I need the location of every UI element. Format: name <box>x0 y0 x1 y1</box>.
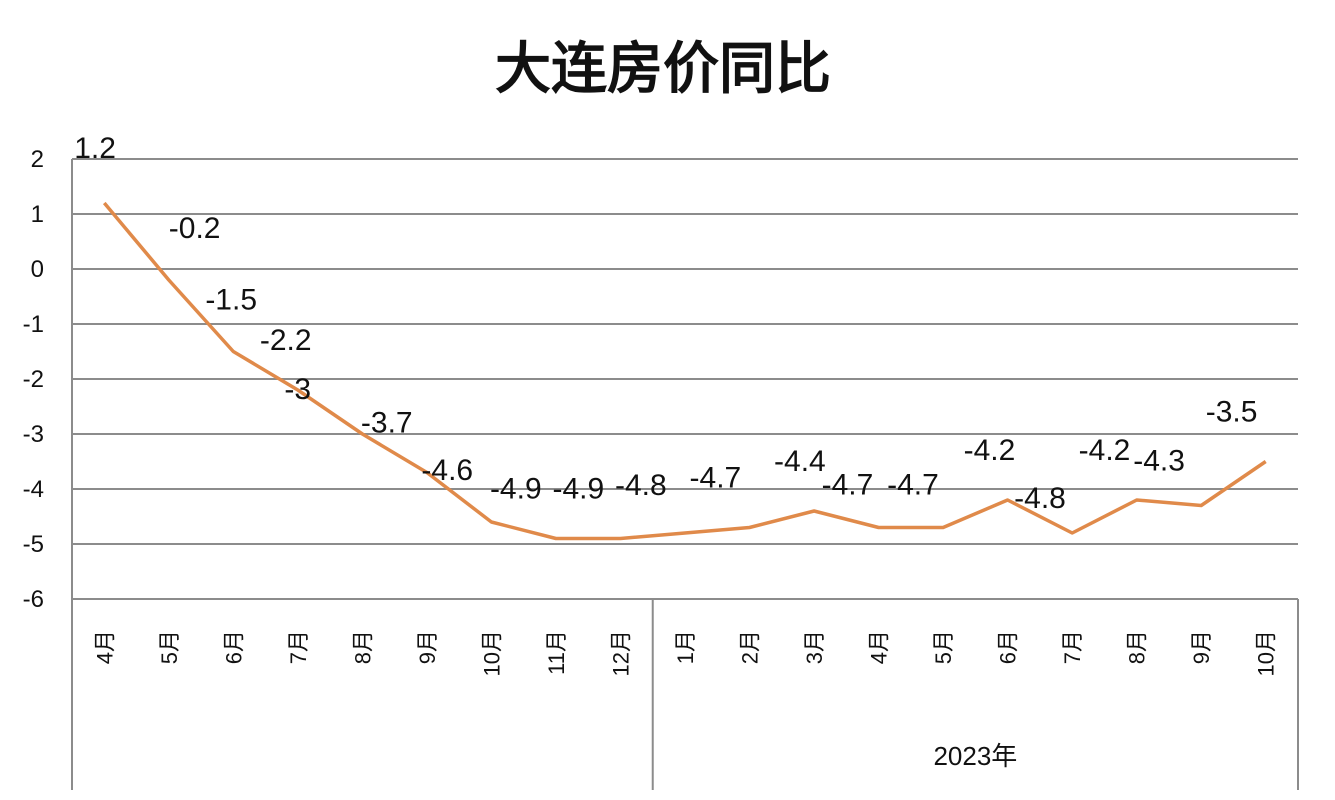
y-tick-label: 1 <box>31 201 44 228</box>
data-label: -3.7 <box>361 407 413 440</box>
y-tick-label: -4 <box>23 476 44 503</box>
chart-title: 大连房价同比 <box>495 36 831 102</box>
y-tick-label: -2 <box>23 366 44 393</box>
x-tick-label: 4月 <box>92 630 117 664</box>
data-label: -4.8 <box>1014 482 1066 515</box>
x-tick-label: 8月 <box>1125 630 1150 664</box>
x-tick-label: 10月 <box>479 630 504 676</box>
y-tick-label: 2 <box>31 146 44 173</box>
y-tick-label: -1 <box>23 311 44 338</box>
data-label: -4.9 <box>552 473 604 506</box>
data-label: -4.7 <box>887 469 939 502</box>
gridlines <box>71 158 1299 790</box>
data-label: 1.2 <box>74 132 116 165</box>
data-label: -4.4 <box>774 445 826 478</box>
x-tick-label: 7月 <box>1060 630 1085 664</box>
data-label: -4.9 <box>490 473 542 506</box>
y-tick-label: -3 <box>23 421 44 448</box>
data-label: -3.5 <box>1206 396 1258 429</box>
x-tick-label: 11月 <box>544 630 569 675</box>
data-label: -4.7 <box>822 469 874 502</box>
x-tick-label: 1月 <box>673 630 698 664</box>
data-label: -4.8 <box>615 469 667 502</box>
x-tick-label: 8月 <box>350 630 375 664</box>
y-tick-label: -5 <box>23 531 44 558</box>
data-label: -1.5 <box>205 284 257 317</box>
x-tick-label: 5月 <box>931 630 956 664</box>
data-labels: 1.2 -0.2 -1.5-2.2 -3 -3.7-4.6 -4.9 -4.9 -4.8 -4.… <box>74 132 1257 515</box>
y-axis: 2 1 0 -1 -2 -3 -4 -5 -6 <box>23 146 44 613</box>
x-tick-label: 6月 <box>996 630 1021 664</box>
x-tick-label: 7月 <box>286 630 311 664</box>
x-tick-label: 9月 <box>415 630 440 664</box>
x-tick-label: 9月 <box>1189 630 1214 664</box>
x-tick-label: 5月 <box>157 630 182 664</box>
x-axis: 2023年 4月 5月 6月 7月 8月 9月 10月 11月 12月 1月 2月 3月 4月 5月 6月 7月… <box>92 630 1278 771</box>
y-tick-label: -6 <box>23 586 44 613</box>
data-label: -2.2 <box>260 324 312 357</box>
data-label: -4.2 <box>1079 434 1131 467</box>
data-label: -4.7 <box>690 462 742 495</box>
x-tick-label: 3月 <box>802 630 827 664</box>
x-tick-label: 4月 <box>867 630 892 664</box>
series-line <box>102 201 1267 541</box>
x-tick-label: 6月 <box>221 630 246 664</box>
x-tick-label: 2月 <box>738 630 763 664</box>
x-tick-label: 12月 <box>608 630 633 676</box>
data-label: -4.2 <box>964 434 1016 467</box>
data-label: -4.3 <box>1133 445 1185 478</box>
data-label: -0.2 <box>169 212 221 245</box>
x-tick-label: 10月 <box>1254 630 1279 676</box>
data-label: -4.6 <box>421 454 473 487</box>
y-tick-label: 0 <box>31 256 44 283</box>
x-group-label: 2023年 <box>933 741 1017 771</box>
data-label: -3 <box>284 373 311 406</box>
